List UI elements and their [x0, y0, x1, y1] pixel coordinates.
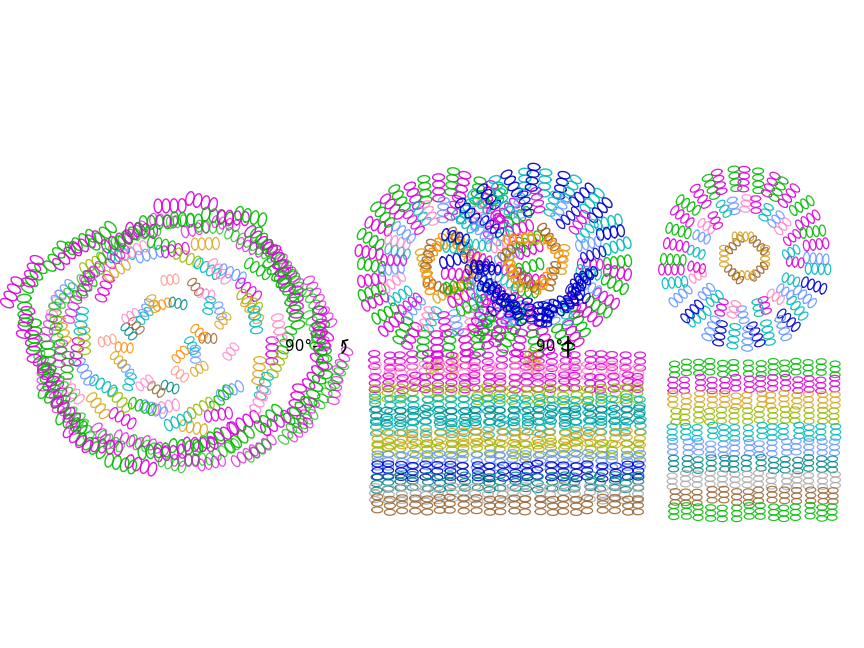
Text: 90°: 90° [537, 339, 563, 354]
Text: 90°-: 90°- [285, 339, 318, 354]
